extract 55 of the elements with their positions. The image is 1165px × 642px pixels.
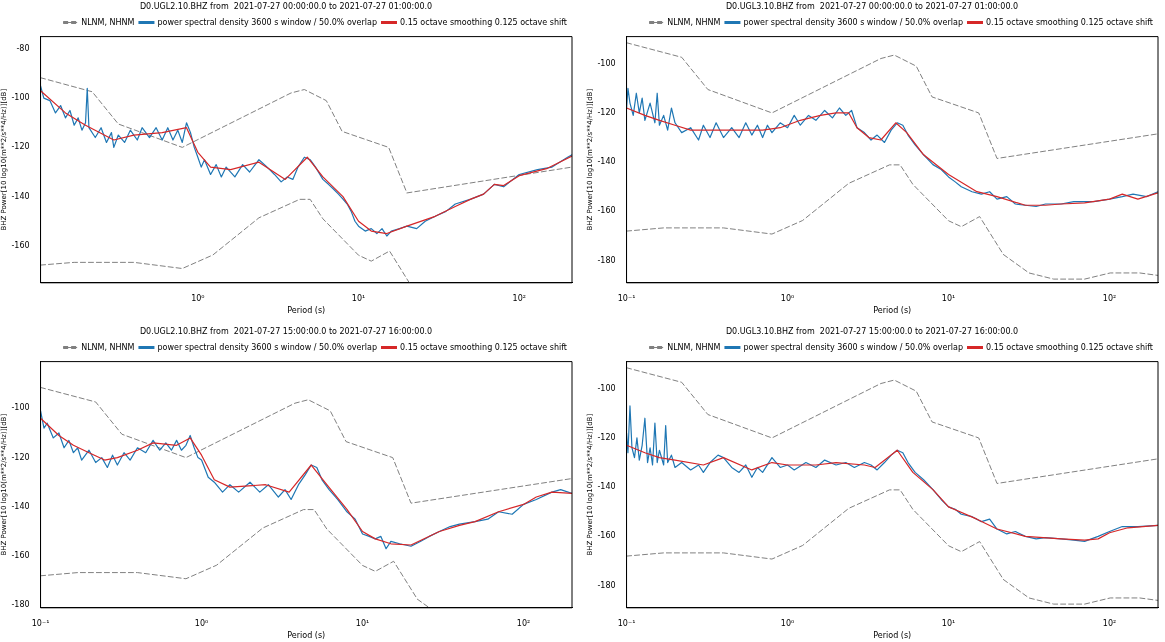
y-tick-label: -120 bbox=[597, 433, 616, 442]
chart-title: D0.UGL3.10.BHZ from 2021-07-27 15:00:00.0 to 2021-07-27 16:00:00.0 bbox=[725, 326, 1019, 336]
y-tick-label: -100 bbox=[597, 58, 616, 68]
y-tick-label: -100 bbox=[11, 93, 30, 103]
x-tick-label: 10¹ bbox=[355, 618, 370, 628]
legend-label: 0.15 octave smoothing 0.125 octave shift bbox=[985, 17, 1154, 27]
legend-label: NLNM, NHNM bbox=[81, 17, 135, 27]
y-tick-label: -140 bbox=[11, 191, 30, 201]
legend-label: power spectral density 3600 s window / 50.0% overlap bbox=[743, 17, 963, 27]
y-tick-label: -160 bbox=[11, 240, 30, 250]
x-tick-label: 10¹ bbox=[941, 618, 956, 628]
x-axis-title: Period (s) bbox=[873, 306, 912, 316]
x-tick-label: 10⁰ bbox=[191, 293, 205, 303]
y-tick-label: -120 bbox=[11, 142, 30, 152]
y-tick-label: -180 bbox=[597, 580, 616, 590]
legend-label: NLNM, NHNM bbox=[667, 342, 721, 352]
chart-title: D0.UGL3.10.BHZ from 2021-07-27 00:00:00.0 to 2021-07-27 01:00:00.0 bbox=[725, 1, 1019, 11]
x-axis-title: Period (s) bbox=[873, 631, 912, 641]
y-tick-label: -140 bbox=[11, 501, 30, 511]
legend-label: 0.15 octave smoothing 0.125 octave shift bbox=[985, 342, 1154, 352]
y-tick-label: -180 bbox=[11, 600, 30, 610]
y-tick-label: -80 bbox=[16, 43, 30, 53]
x-tick-label: 10¹ bbox=[351, 293, 366, 303]
chart-title: D0.UGL2.10.BHZ from 2021-07-27 00:00:00.0 to 2021-07-27 01:00:00.0 bbox=[139, 1, 433, 11]
x-tick-label: 10⁰ bbox=[194, 618, 209, 628]
legend-label: 0.15 octave smoothing 0.125 octave shift bbox=[399, 17, 568, 27]
x-tick-label: 10² bbox=[512, 293, 526, 303]
x-tick-label: 10¹ bbox=[941, 293, 956, 303]
y-tick-label: -160 bbox=[597, 206, 616, 216]
legend-label: power spectral density 3600 s window / 50.0% overlap bbox=[157, 342, 377, 352]
y-tick-label: -120 bbox=[11, 452, 30, 462]
x-axis-title: Period (s) bbox=[287, 631, 326, 641]
y-tick-label: -120 bbox=[597, 108, 616, 117]
x-tick-label: 10⁻¹ bbox=[617, 618, 636, 628]
y-tick-label: -160 bbox=[597, 531, 616, 541]
legend-label: NLNM, NHNM bbox=[81, 342, 135, 352]
legend-label: 0.15 octave smoothing 0.125 octave shift bbox=[399, 342, 568, 352]
x-tick-label: 10² bbox=[1102, 293, 1117, 303]
y-tick-label: -100 bbox=[11, 403, 30, 413]
y-tick-label: -140 bbox=[597, 157, 616, 167]
chart-title: D0.UGL2.10.BHZ from 2021-07-27 15:00:00.0 to 2021-07-27 16:00:00.0 bbox=[139, 326, 433, 336]
x-axis-title: Period (s) bbox=[287, 306, 326, 316]
x-tick-label: 10⁰ bbox=[780, 293, 795, 303]
y-tick-label: -140 bbox=[597, 482, 616, 492]
y-tick-label: -160 bbox=[11, 551, 30, 561]
legend-label: power spectral density 3600 s window / 50.0% overlap bbox=[743, 342, 963, 352]
y-tick-label: -100 bbox=[597, 383, 616, 393]
legend-label: power spectral density 3600 s window / 50.0% overlap bbox=[157, 17, 377, 27]
x-tick-label: 10⁻¹ bbox=[617, 293, 636, 303]
y-tick-label: -180 bbox=[597, 255, 616, 265]
x-tick-label: 10² bbox=[516, 618, 531, 628]
x-tick-label: 10⁻¹ bbox=[31, 618, 50, 628]
x-tick-label: 10⁰ bbox=[780, 618, 795, 628]
x-tick-label: 10² bbox=[1102, 618, 1117, 628]
legend-label: NLNM, NHNM bbox=[667, 17, 721, 27]
